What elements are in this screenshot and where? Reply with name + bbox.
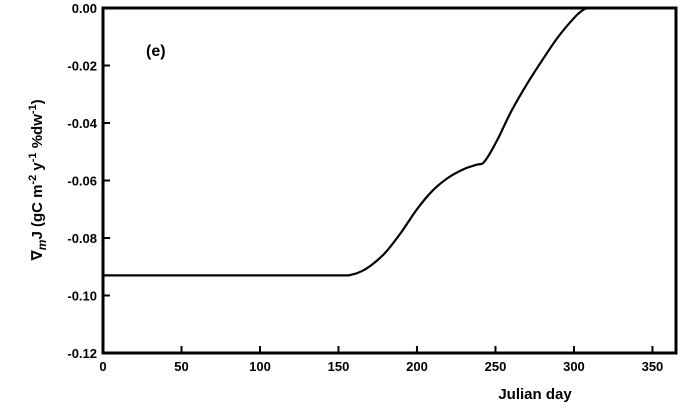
y-axis-title-sub: m [35,239,49,250]
x-tick-label: 0 [99,359,106,374]
x-tick-label: 250 [485,359,507,374]
y-axis-title: ∇mJ (gC m-2 y-1 %dw-1) [27,99,49,260]
x-axis-title: Julian day [498,386,572,403]
y-axis-title-sup3: -1 [27,104,39,114]
x-tick-label: 300 [563,359,585,374]
series-line [103,6,676,277]
y-tick-label: 0.00 [72,1,97,16]
y-tick-label: -0.12 [67,346,97,361]
y-tick-label: -0.02 [67,59,97,74]
y-tick-label: -0.08 [67,231,97,246]
x-tick-label: 350 [642,359,664,374]
x-tick-label: 150 [328,359,350,374]
y-axis-title-end: %dw [29,114,46,153]
x-tick-label: 100 [249,359,271,374]
y-axis-title-main: J (gC m [29,185,46,240]
y-axis-title-sup2: -1 [27,152,39,162]
series-layer [103,6,676,277]
y-tick-label: -0.06 [67,174,97,189]
y-axis-title-sup1: -2 [27,175,39,185]
y-axis-title-close: ) [29,99,46,104]
y-tick-label: -0.10 [67,289,97,304]
y-tick-label: -0.04 [67,116,97,131]
plot-frame [101,6,678,355]
x-tick-label: 200 [406,359,428,374]
y-axis-title-nabla: ∇ [29,250,46,261]
y-axis-title-mid: y [29,162,46,175]
panel-label: (e) [146,43,166,60]
x-tick-label: 50 [174,359,188,374]
